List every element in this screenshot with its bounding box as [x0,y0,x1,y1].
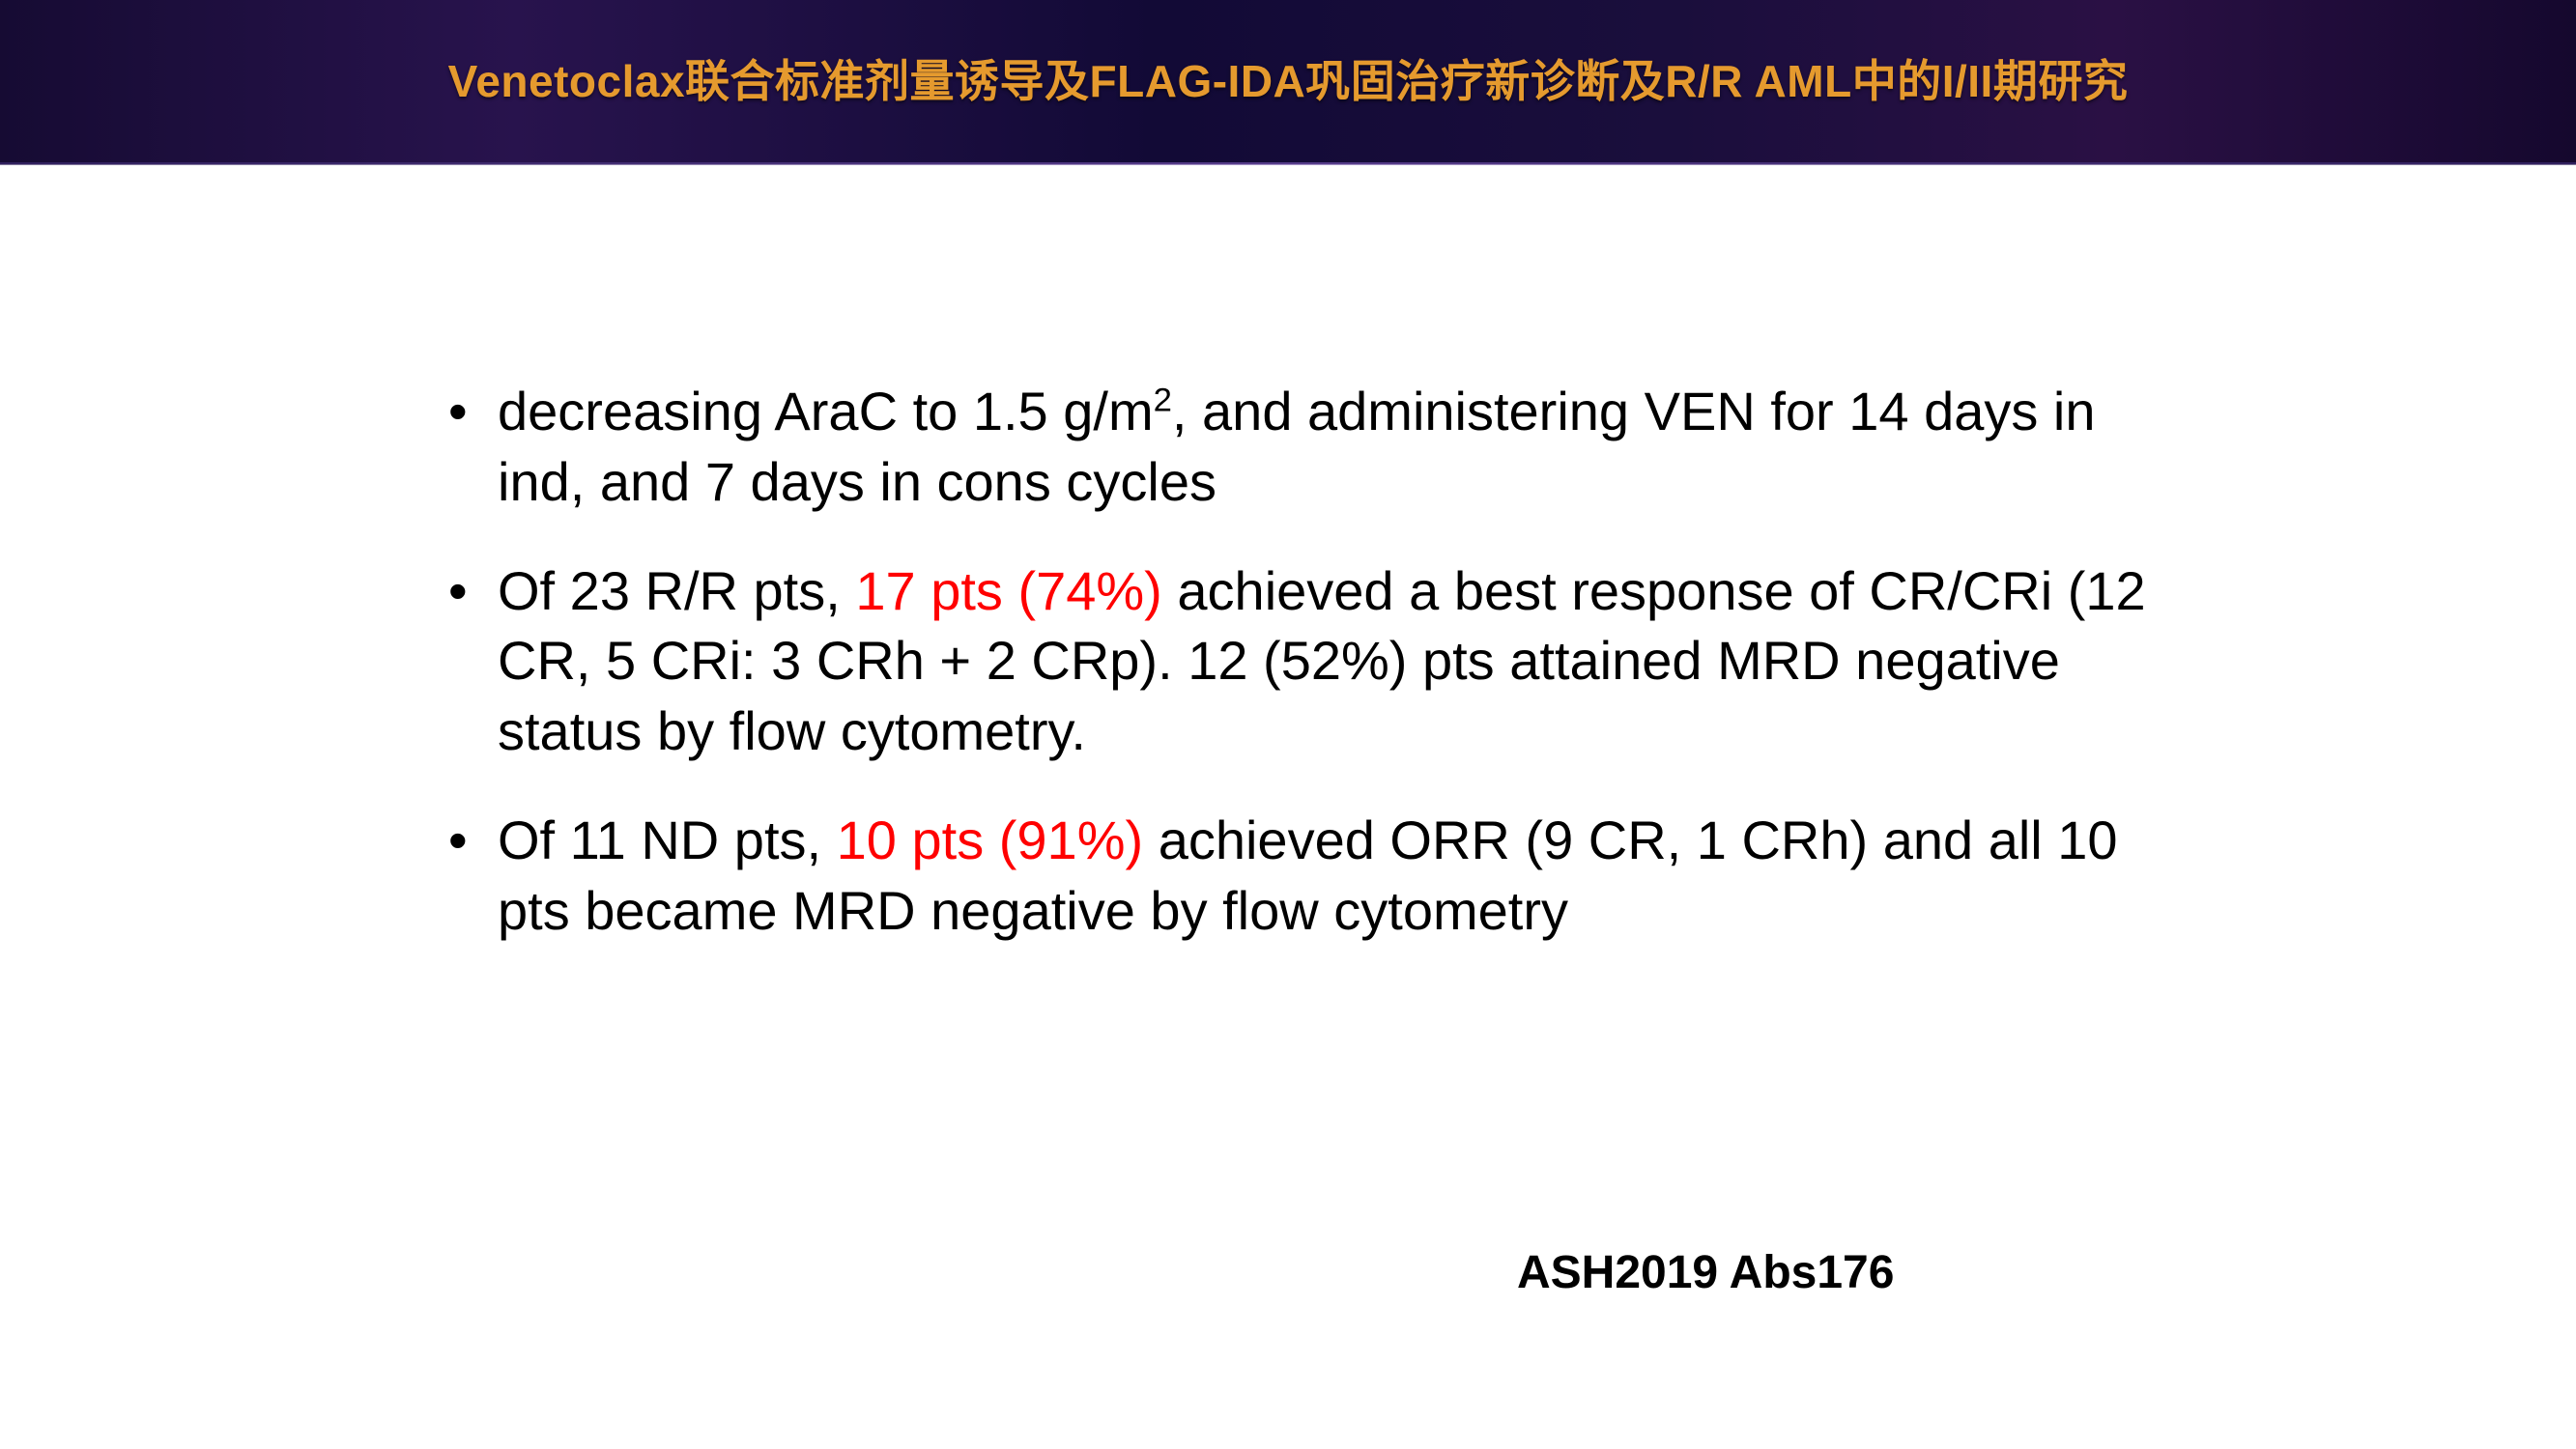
highlight-text: 10 pts (91%) [837,810,1144,870]
bullet-item: Of 11 ND pts, 10 pts (91%) achieved ORR … [435,806,2155,947]
highlight-text: 17 pts (74%) [855,560,1162,621]
bullet-text: Of 23 R/R pts, [498,560,855,621]
bullet-list: decreasing AraC to 1.5 g/m2, and adminis… [435,377,2155,947]
bullet-text: decreasing AraC to 1.5 g/m [498,381,1154,441]
bullet-item: Of 23 R/R pts, 17 pts (74%) achieved a b… [435,556,2155,767]
bullet-item: decreasing AraC to 1.5 g/m2, and adminis… [435,377,2155,518]
content-area: decreasing AraC to 1.5 g/m2, and adminis… [435,377,2155,985]
slide-container: Venetoclax联合标准剂量诱导及FLAG-IDA巩固治疗新诊断及R/R A… [0,0,2576,1449]
bullet-text: Of 11 ND pts, [498,810,837,870]
citation: ASH2019 Abs176 [1517,1246,1894,1299]
superscript: 2 [1154,382,1172,418]
slide-title: Venetoclax联合标准剂量诱导及FLAG-IDA巩固治疗新诊断及R/R A… [448,51,2129,111]
title-band: Venetoclax联合标准剂量诱导及FLAG-IDA巩固治疗新诊断及R/R A… [0,0,2576,164]
